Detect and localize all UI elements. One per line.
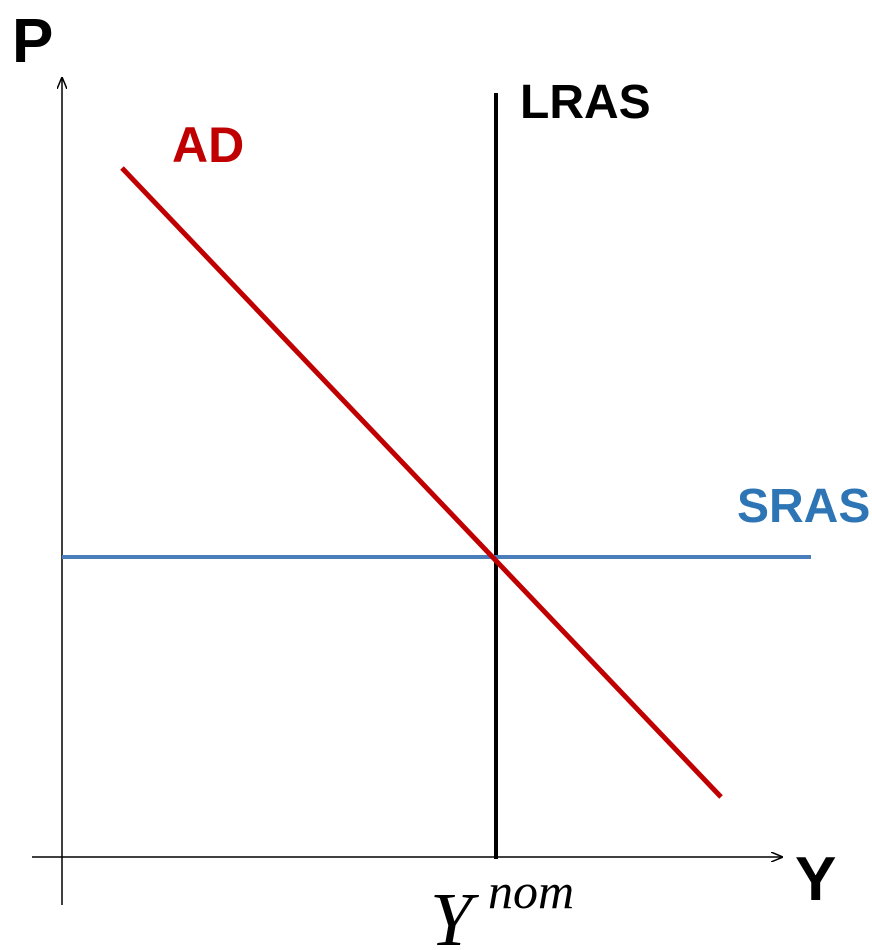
ad-label: AD bbox=[172, 117, 244, 173]
sras-label: SRAS bbox=[737, 480, 870, 533]
lras-label: LRAS bbox=[520, 76, 651, 129]
y-axis-label: P bbox=[12, 7, 53, 76]
x-axis-label: Y bbox=[795, 845, 836, 914]
x-marker-base: Y bbox=[430, 878, 480, 950]
x-marker-superscript: nom bbox=[488, 863, 574, 919]
ad-line bbox=[120, 166, 723, 799]
